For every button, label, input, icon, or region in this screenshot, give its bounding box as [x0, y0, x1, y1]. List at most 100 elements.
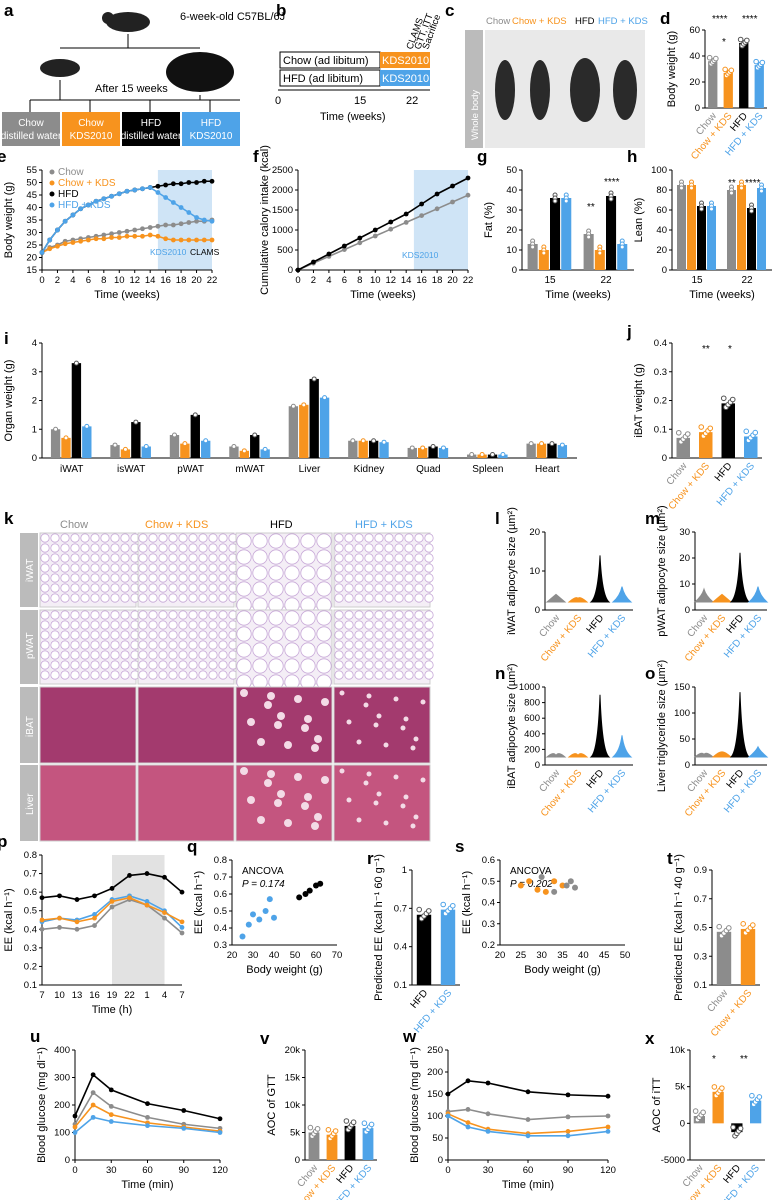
adipocyte [404, 573, 414, 583]
ancova-pvalue: P = 0.202 [510, 879, 553, 890]
y-tick-label: 10 [679, 579, 690, 590]
y-tick-label: 100 [427, 1111, 443, 1122]
x-tick-label: 8 [101, 275, 106, 286]
adipocyte [90, 630, 100, 640]
y-tick-label: 0.6 [482, 855, 495, 866]
adipocyte [138, 650, 148, 660]
data-point [186, 210, 192, 215]
adipocyte [334, 670, 344, 680]
data-point [92, 912, 97, 917]
data-point [241, 448, 247, 454]
violin [545, 753, 567, 758]
data-point [252, 432, 258, 438]
adipocyte [414, 573, 424, 583]
data-point [90, 1072, 96, 1078]
adipocyte [168, 563, 178, 573]
adipocyte [404, 660, 414, 670]
significance-star: ** [728, 178, 736, 189]
adipocyte [60, 583, 70, 593]
data-point [317, 880, 324, 887]
x-tick-label: 60 [311, 950, 322, 961]
adipocyte [334, 593, 344, 603]
adipocyte [414, 563, 424, 573]
adipocyte [110, 593, 120, 603]
x-tick-label: isWAT [117, 464, 145, 475]
adipocyte [80, 533, 90, 543]
adipocyte [90, 610, 100, 620]
data-point [325, 1127, 332, 1133]
data-point [343, 1118, 350, 1124]
c-group-hfd: HFD [575, 16, 595, 27]
x-axis-label: Time (weeks) [94, 289, 160, 301]
y-tick-label: 0.5 [214, 906, 227, 917]
lipid-droplet [356, 817, 362, 823]
data-point [485, 1111, 491, 1117]
y-axis-label: Blood glucose (mg dl⁻¹) [409, 1047, 421, 1163]
adipocyte [334, 620, 344, 630]
adipocyte [316, 533, 332, 549]
adipocyte [374, 620, 384, 630]
adipocyte [198, 533, 208, 543]
data-point [124, 233, 130, 239]
mouse-hfd-icon [166, 52, 234, 92]
data-point [90, 1090, 96, 1096]
adipocyte [218, 670, 228, 680]
y-tick-label: 5k [290, 1128, 300, 1139]
adipocyte [138, 620, 148, 630]
data-point [605, 1124, 611, 1130]
y-tick-label: 0 [695, 103, 700, 114]
adipocyte [236, 642, 252, 658]
adipocyte [138, 563, 148, 573]
data-point [201, 217, 207, 223]
y-tick-label: 0.4 [394, 942, 407, 953]
data-point [565, 1129, 571, 1134]
lipid-droplet [383, 820, 389, 826]
data-point [713, 55, 719, 62]
data-point [47, 246, 53, 252]
adipocyte [394, 650, 404, 660]
adipocyte [394, 660, 404, 670]
panel-label-w: w [402, 1027, 417, 1046]
panel-i: i 0 1 2 3 4 Organ weight (g) iWAT isWAT pWAT mWAT L… [3, 329, 577, 475]
data-point [122, 446, 128, 452]
adipocyte [50, 583, 60, 593]
y-tick-label: 150 [427, 1089, 443, 1100]
lipid-droplet [400, 725, 406, 731]
lipid-droplet [363, 780, 369, 786]
adipocyte [364, 593, 374, 603]
a-group-box [2, 112, 60, 146]
adipocyte [40, 610, 50, 620]
data-point [530, 244, 536, 250]
panel-label-b: b [276, 1, 286, 20]
adipocyte [284, 658, 300, 674]
data-point [605, 1113, 611, 1119]
y-axis-label: AOC of GTT [266, 1074, 278, 1135]
data-point [469, 452, 475, 458]
adipocyte [90, 660, 100, 670]
legend-marker [49, 180, 55, 186]
adipocyte [138, 660, 148, 670]
data-point [420, 445, 426, 451]
data-point [127, 873, 132, 878]
adipocyte [70, 660, 80, 670]
data-point [737, 36, 744, 43]
data-point [728, 67, 735, 74]
adipocyte [90, 583, 100, 593]
series-line [74, 1073, 221, 1120]
adipocyte [198, 573, 208, 583]
adipocyte [60, 640, 70, 650]
data-point [709, 206, 714, 212]
x-tick-label: 25 [516, 950, 527, 961]
k-col-hfdkds: HFD + KDS [355, 519, 413, 531]
adipocyte [188, 563, 198, 573]
data-point [419, 201, 425, 207]
adipocyte [178, 593, 188, 603]
x-tick-label: 22 [741, 275, 753, 286]
bar [716, 931, 732, 985]
panel-label-n: n [495, 664, 505, 683]
adipocyte [158, 533, 168, 543]
legend-label: HFD [58, 189, 79, 200]
